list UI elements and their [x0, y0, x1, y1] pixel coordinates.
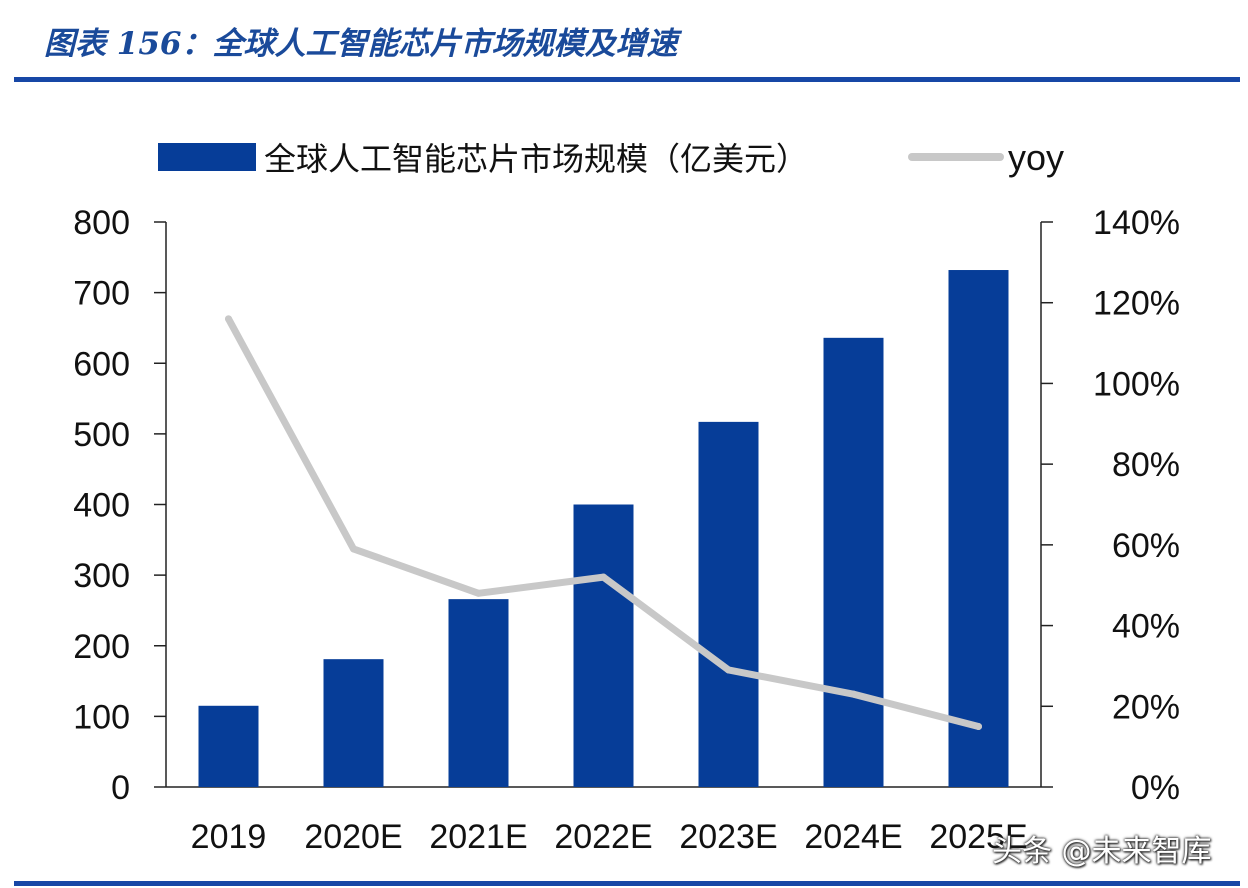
bar	[448, 599, 509, 787]
watermark: 头条 @未来智库	[992, 834, 1212, 869]
x-tick-label: 2023E	[679, 818, 777, 856]
bar	[323, 659, 384, 787]
left-tick-label: 200	[73, 628, 130, 666]
tick-labels: 0 100 200 300 400 500 600 700 800 0% 20% 40% 60% 80% 1…	[73, 204, 1180, 856]
yoy-point	[350, 545, 357, 553]
yoy-point	[850, 690, 857, 698]
bar	[948, 270, 1009, 787]
x-tick-label: 2019	[191, 818, 267, 856]
right-tick-label: 40%	[1112, 608, 1180, 646]
bar	[573, 504, 634, 787]
bar	[698, 421, 759, 787]
x-tick-label: 2020E	[304, 818, 402, 856]
right-tick-label: 100%	[1093, 365, 1180, 403]
x-tick-label: 2022E	[554, 818, 652, 856]
bar-series	[198, 270, 1009, 787]
yoy-point	[975, 722, 982, 730]
top-rule	[14, 77, 1240, 82]
right-tick-label: 80%	[1112, 446, 1180, 484]
legend: 全球人工智能芯片市场规模（亿美元） yoy	[158, 137, 1064, 178]
x-tick-label: 2024E	[804, 818, 902, 856]
left-tick-label: 500	[73, 416, 130, 454]
x-tick-label: 2021E	[429, 818, 527, 856]
x-tick-label: 2025E	[929, 818, 1027, 856]
legend-line-label: yoy	[1008, 137, 1064, 178]
right-tick-label: 140%	[1093, 204, 1180, 242]
yoy-point	[725, 666, 732, 674]
right-tick-label: 0%	[1131, 769, 1180, 807]
bar	[823, 337, 884, 787]
left-tick-label: 300	[73, 557, 130, 595]
left-tick-label: 700	[73, 275, 130, 313]
left-tick-label: 0	[111, 769, 130, 807]
bottom-rule	[14, 881, 1240, 886]
left-tick-label: 400	[73, 487, 130, 525]
left-tick-label: 600	[73, 345, 130, 383]
yoy-point	[600, 573, 607, 581]
right-tick-label: 120%	[1093, 285, 1180, 323]
figure-title: 图表 156：全球人工智能芯片市场规模及增速	[44, 26, 678, 62]
legend-bar-swatch	[158, 143, 256, 171]
right-tick-label: 60%	[1112, 527, 1180, 565]
yoy-series	[225, 315, 982, 730]
left-tick-label: 800	[73, 204, 130, 242]
bar	[198, 705, 259, 787]
right-tick-label: 20%	[1112, 688, 1180, 726]
legend-bar-label: 全球人工智能芯片市场规模（亿美元）	[264, 140, 808, 178]
left-tick-label: 100	[73, 698, 130, 736]
yoy-point	[225, 315, 232, 323]
yoy-point	[475, 589, 482, 597]
